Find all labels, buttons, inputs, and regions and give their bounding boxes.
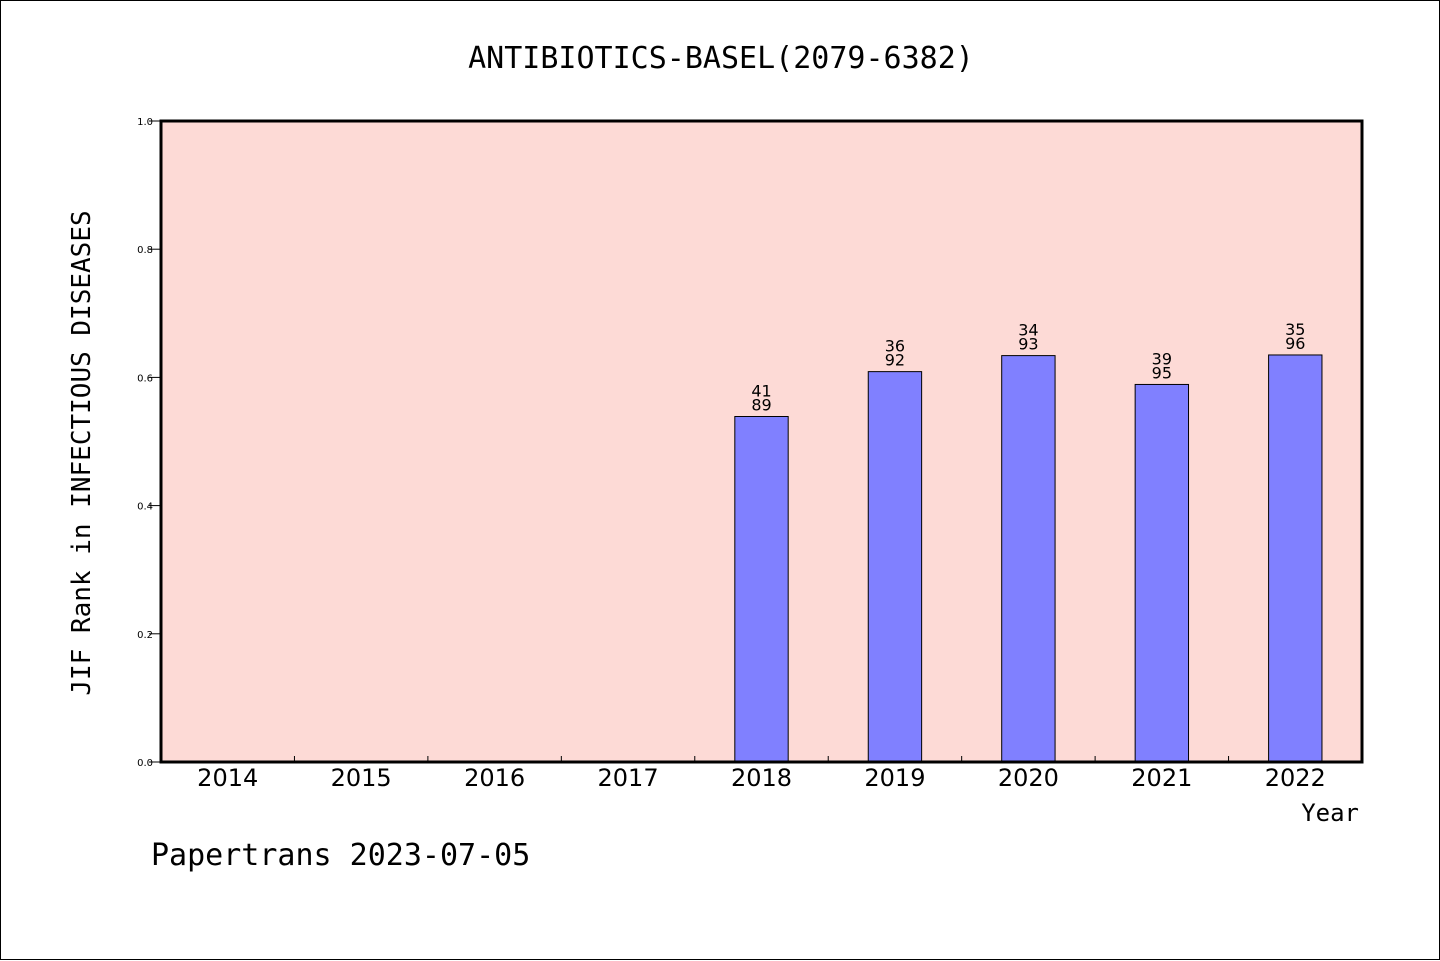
x-tick-label-2022: 2022 (1265, 764, 1326, 792)
chart-title: ANTIBIOTICS-BASEL(2079-6382) (468, 41, 974, 76)
x-tick-label-2020: 2020 (998, 764, 1059, 792)
bar-2019 (867, 371, 923, 763)
x-tick-label-2015: 2015 (331, 764, 392, 792)
bar-label-top-2021: 39 (1152, 349, 1172, 368)
y-axis: 0.0 0.2 0.4 0.6 0.8 1.0 (137, 117, 161, 769)
bar-label-bottom-2022: 96 (1285, 334, 1305, 353)
bar-label-bottom-2021: 95 (1152, 363, 1172, 382)
x-tick-label-2018: 2018 (731, 764, 792, 792)
y-tick-label: 1.0 (137, 117, 153, 128)
y-tick-label: 0.4 (137, 502, 153, 513)
y-tick-label: 0.6 (137, 373, 153, 384)
bar-label-bottom-2018: 89 (751, 396, 771, 415)
bar-2022 (1268, 354, 1323, 763)
x-tick-label-2016: 2016 (464, 764, 525, 792)
x-tick-label-2017: 2017 (598, 764, 659, 792)
bar-2020 (1001, 355, 1056, 763)
bar-2018 (734, 416, 789, 763)
x-tick-label-2014: 2014 (197, 764, 258, 792)
plot-border (159, 119, 1364, 764)
y-tick-label: 0.0 (137, 758, 153, 769)
y-tick-label: 0.2 (137, 630, 153, 641)
y-axis-label: JIF Rank in INFECTIOUS DISEASES (67, 210, 97, 695)
bar-label-top-2019: 36 (885, 337, 905, 356)
y-tick-label: 0.8 (137, 245, 153, 256)
bar-2021 (1134, 383, 1190, 763)
x-axis-label: Year (1301, 799, 1359, 827)
bar-label-top-2018: 41 (751, 382, 771, 401)
x-axis: 2014 2015 2016 2017 2018 2019 2020 2021 2022 (197, 756, 1326, 792)
bar-label-bottom-2019: 92 (885, 351, 905, 370)
x-tick-label-2021: 2021 (1131, 764, 1192, 792)
bar-label-top-2022: 35 (1285, 320, 1305, 339)
footer-text: Papertrans 2023-07-05 (151, 838, 530, 873)
bar-label-bottom-2020: 93 (1018, 335, 1038, 354)
bar-label-top-2020: 34 (1018, 321, 1038, 340)
x-tick-label-2019: 2019 (864, 764, 925, 792)
